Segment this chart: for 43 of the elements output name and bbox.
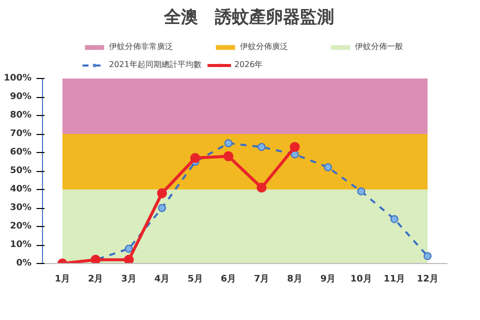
y-tick-label: 80%: [10, 110, 32, 120]
point: [256, 182, 267, 193]
x-tick-label: 12月: [416, 274, 438, 284]
legend-label: 伊蚊分佈一般: [355, 41, 403, 52]
x-tick-label: 5月: [188, 274, 203, 284]
y-tick-label: 30%: [10, 203, 32, 213]
x-tick-label: 3月: [121, 274, 136, 284]
x-tick-label: 1月: [54, 274, 70, 284]
y-tick-label: 70%: [10, 129, 32, 139]
x-tick-label: 2月: [88, 274, 104, 284]
x-tick-label: 7月: [254, 274, 270, 284]
x-tick-label: 8月: [287, 274, 302, 284]
legend-label: 2026年: [234, 59, 263, 70]
point: [190, 153, 200, 164]
point: [424, 252, 432, 260]
point: [223, 151, 234, 162]
point: [124, 254, 134, 264]
legend-label: 伊蚊分佈廣泛: [240, 41, 288, 52]
y-tick-label: 40%: [10, 184, 32, 194]
point: [390, 215, 398, 224]
chart-title: 全澳 誘蚊產卵器監測: [163, 8, 334, 28]
point: [290, 142, 300, 152]
point: [357, 187, 366, 196]
y-tick-label: 0%: [16, 258, 32, 268]
x-tick-label: 10月: [350, 274, 372, 284]
point: [157, 188, 168, 198]
point: [324, 163, 332, 172]
x-tick-label: 6月: [220, 274, 236, 284]
legend-label: 伊蚊分佈非常廣泛: [109, 41, 173, 52]
point: [258, 142, 266, 151]
point: [124, 244, 133, 253]
y-tick-label: 100%: [4, 74, 32, 84]
point: [158, 204, 166, 212]
y-tick-label: 10%: [10, 240, 32, 250]
y-tick-label: 90%: [10, 92, 32, 102]
point: [224, 139, 232, 148]
x-tick-label: 4月: [154, 274, 170, 284]
x-tick-label: 11月: [384, 274, 406, 284]
x-tick-label: 9月: [320, 274, 336, 284]
legend-label: 2021年起同期總計平均數: [109, 59, 202, 70]
y-tick-label: 20%: [10, 222, 32, 232]
y-tick-label: 60%: [10, 148, 32, 158]
y-tick-label: 50%: [10, 166, 32, 176]
